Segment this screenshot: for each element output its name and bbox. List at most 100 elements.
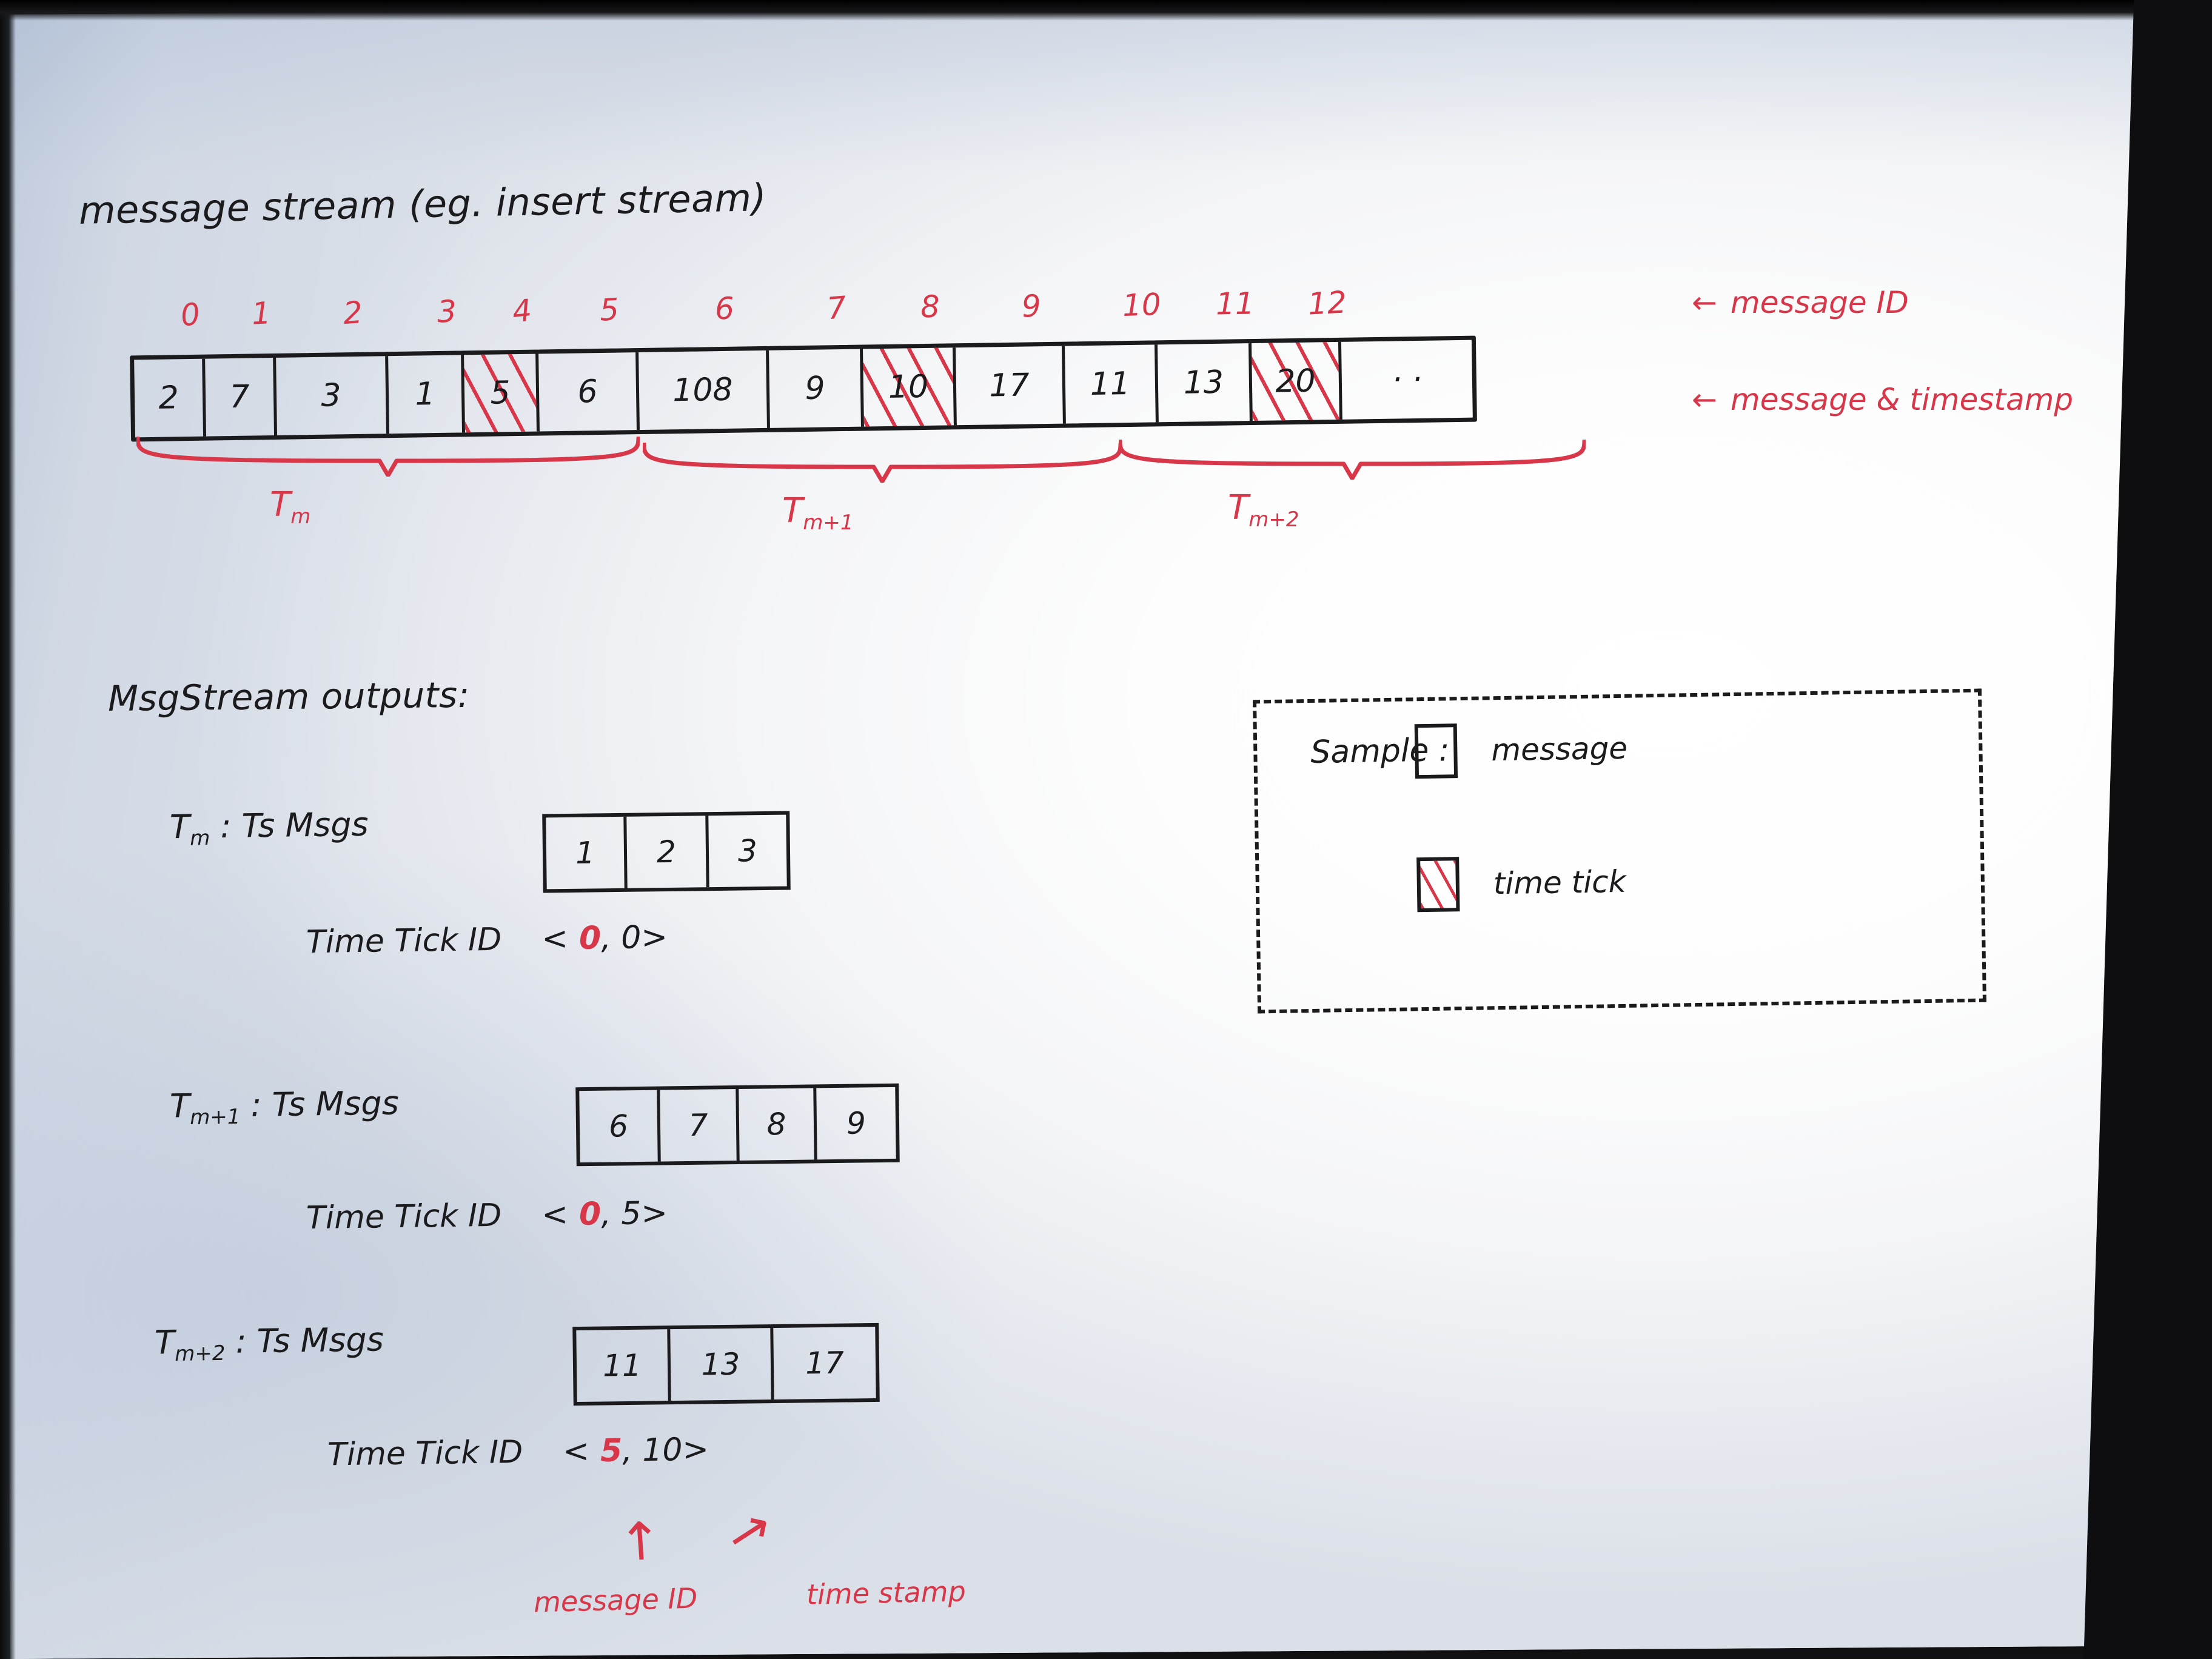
arrow-left-icon-2: ← <box>1692 382 1717 417</box>
time-tick-line-0: Time Tick ID < 0, 0> <box>306 919 668 960</box>
time-tick-label: Time Tick ID <box>306 921 502 961</box>
stream-cell-0: 2 <box>134 358 207 438</box>
time-tick-line-2: Time Tick ID < 5, 10> <box>327 1432 709 1473</box>
stream-cell-6: 108 <box>638 350 770 431</box>
output-row-separator: : <box>209 806 243 846</box>
output-msg-cell: 9 <box>846 1105 866 1141</box>
time-tick-label: Time Tick ID <box>306 1197 502 1237</box>
brace-label-sub: m+2 <box>1248 508 1299 532</box>
time-tick-message-id: 0 <box>568 1196 602 1233</box>
time-tick-comma: , <box>600 919 622 957</box>
stream-cell-2: 3 <box>276 356 390 435</box>
output-row-field-label: Ts Msgs <box>256 1320 384 1361</box>
brace-label-base: T <box>1228 488 1249 528</box>
legend-label-timetick: time tick <box>1493 863 1627 902</box>
output-row-separator: : <box>240 1085 273 1125</box>
output-msg-cell: 8 <box>739 1088 817 1161</box>
stream-cell-10: 11 <box>1065 344 1159 424</box>
time-tick-message-id: 0 <box>568 920 602 957</box>
stream-index-2: 2 <box>342 294 364 331</box>
stream-index-10: 10 <box>1122 286 1162 324</box>
output-msg-cell: 3 <box>737 833 758 869</box>
output-row-sub: m+1 <box>189 1104 241 1130</box>
brace-Tm+1 <box>643 443 1122 483</box>
stream-cell-12: 20 <box>1251 341 1342 421</box>
output-msg-cell: 1 <box>546 816 628 890</box>
output-msg-cell: 11 <box>576 1329 671 1403</box>
annotation-message-id: ← message ID <box>1692 285 1909 320</box>
output-row-sub: m+2 <box>174 1341 226 1366</box>
stream-cell-value: 3 <box>321 377 342 414</box>
output-row-name: T <box>154 1323 175 1362</box>
stream-index-3: 3 <box>436 293 457 330</box>
brace-label-sub: m <box>290 504 311 529</box>
left-edge-shadow <box>0 0 16 1659</box>
output-row-name: T <box>169 1087 190 1125</box>
stream-cell-value: 17 <box>988 367 1030 404</box>
stream-cell-value: 1 <box>415 376 436 413</box>
annotation-message-id-label: message ID <box>1730 285 1909 320</box>
stream-cell-9: 17 <box>956 346 1066 426</box>
time-tick-line-1: Time Tick ID < 0, 5> <box>306 1195 668 1236</box>
output-msg-cell: 13 <box>670 1328 774 1401</box>
output-row-field-label: Ts Msgs <box>272 1084 400 1124</box>
callout-timestamp-label: time stamp <box>806 1575 967 1611</box>
brace-label-Tm: Tm <box>270 485 310 529</box>
time-tick-close-bracket: > <box>640 919 668 956</box>
output-row-sub: m <box>189 826 210 851</box>
stream-index-0: 0 <box>179 296 202 333</box>
output-msg-cell: 17 <box>805 1345 845 1381</box>
time-tick-comma: , <box>622 1432 643 1469</box>
timetick-swatch-icon <box>1416 857 1460 913</box>
stream-cell-value: 10 <box>888 368 929 406</box>
stream-index-1: 1 <box>250 295 272 332</box>
brace-label-Tm+2: Tm+2 <box>1228 488 1299 532</box>
stream-index-4: 4 <box>511 292 534 330</box>
stream-cell-1: 7 <box>205 357 278 437</box>
time-tick-close-bracket: > <box>640 1195 668 1232</box>
brace-label-base: T <box>782 491 803 531</box>
output-msg-cell: 7 <box>660 1088 740 1162</box>
output-row-label-0: Tm : Ts Msgs <box>170 805 369 851</box>
stream-cell-value: 108 <box>672 371 734 409</box>
stream-cell-value: 11 <box>1090 366 1131 403</box>
stream-cell-11: 13 <box>1157 343 1253 423</box>
output-row-name: T <box>169 807 190 846</box>
time-tick-open-bracket: < <box>562 1433 590 1470</box>
time-tick-timestamp: 0 <box>620 919 642 956</box>
stream-cell-value: 13 <box>1183 364 1224 401</box>
stream-index-11: 11 <box>1215 286 1255 322</box>
spacer <box>501 921 542 958</box>
stream-index-row: 0 1 2 3 4 5 6 7 8 9 10 11 12 <box>158 284 1552 340</box>
time-tick-timestamp: 10 <box>642 1432 683 1469</box>
stream-cell-value: 5 <box>490 375 511 412</box>
legend-item-timetick: time tick <box>1416 854 1627 913</box>
stream-index-9: 9 <box>1021 287 1042 324</box>
outputs-heading: MsgStream outputs: <box>107 674 471 720</box>
stream-index-6: 6 <box>714 290 735 327</box>
top-edge-shadow <box>0 0 2212 21</box>
stream-cell-value: 20 <box>1275 363 1316 400</box>
time-tick-open-bracket: < <box>541 1196 569 1233</box>
time-tick-close-bracket: > <box>682 1431 709 1469</box>
stream-cell-7: 9 <box>769 349 864 428</box>
legend-box: Sample : message time tick <box>1253 688 1986 1014</box>
annotation-message-timestamp: ← message & timestamp <box>1692 382 2073 417</box>
output-msg-cell: 2 <box>626 816 709 888</box>
stream-cell-value: 7 <box>229 378 250 416</box>
output-row-label-1: Tm+1 : Ts Msgs <box>170 1084 400 1130</box>
time-tick-timestamp: 5 <box>620 1195 642 1232</box>
output-row-label-2: Tm+2 : Ts Msgs <box>155 1320 384 1366</box>
stream-cell-5: 6 <box>538 352 640 432</box>
time-tick-message-id: 5 <box>589 1432 623 1470</box>
spacer <box>501 1197 542 1234</box>
output-row-separator: : <box>224 1322 258 1361</box>
legend-label-message: message <box>1490 730 1628 768</box>
stream-cell-value: 9 <box>805 370 825 407</box>
callout-message-id-label: message ID <box>533 1581 699 1619</box>
message-swatch-icon <box>1414 723 1458 779</box>
stream-index-7: 7 <box>825 289 848 327</box>
